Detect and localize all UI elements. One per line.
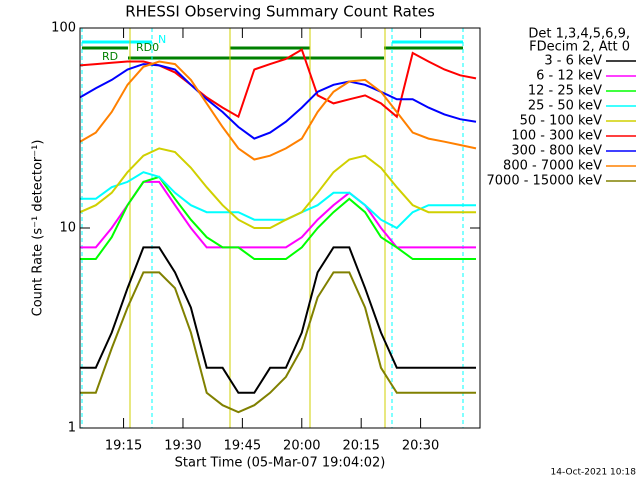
series-line — [80, 271, 476, 414]
legend-label: 100 - 300 keV — [511, 129, 602, 144]
series-line — [79, 60, 477, 161]
annotation: RD — [102, 50, 118, 63]
legend-label: 300 - 800 keV — [511, 144, 602, 159]
annotation: N — [158, 33, 166, 46]
x-tick-label: 20:00 — [283, 439, 320, 454]
y-tick-label: 10 — [59, 221, 76, 236]
y-tick-label: 100 — [51, 21, 76, 36]
x-tick-label: 19:15 — [105, 439, 142, 454]
legend-label: 7000 - 15000 keV — [487, 174, 603, 189]
series-line — [80, 246, 476, 394]
annotation: RD0 — [136, 41, 159, 54]
x-axis-label: Start Time (05-Mar-07 19:04:02) — [175, 456, 386, 471]
chart-title: RHESSI Observing Summary Count Rates — [125, 3, 435, 21]
y-tick-label: 1 — [68, 421, 76, 436]
legend-label: 6 - 12 keV — [536, 69, 602, 84]
x-tick-label: 19:45 — [224, 439, 261, 454]
legend-label: 800 - 7000 keV — [503, 159, 602, 174]
x-tick-label: 20:30 — [402, 439, 439, 454]
series-line — [80, 175, 476, 260]
legend-label: 3 - 6 keV — [544, 54, 602, 69]
x-tick-label: 20:15 — [342, 439, 379, 454]
series-line — [80, 171, 476, 230]
legend-label: 12 - 25 keV — [528, 84, 602, 99]
legend-title: Det 1,3,4,5,6,9, — [528, 27, 630, 42]
footer: 14-Oct-2021 10:18 — [551, 468, 637, 478]
legend-title: FDecim 2, Att 0 — [529, 40, 630, 55]
series-line — [79, 48, 477, 119]
legend-label: 50 - 100 keV — [520, 114, 603, 129]
x-tick-label: 19:30 — [164, 439, 201, 454]
series-line — [79, 63, 477, 140]
series-line — [79, 147, 476, 229]
y-axis-label: Count Rate (s⁻¹ detector⁻¹) — [31, 140, 46, 317]
legend-label: 25 - 50 keV — [528, 99, 602, 114]
